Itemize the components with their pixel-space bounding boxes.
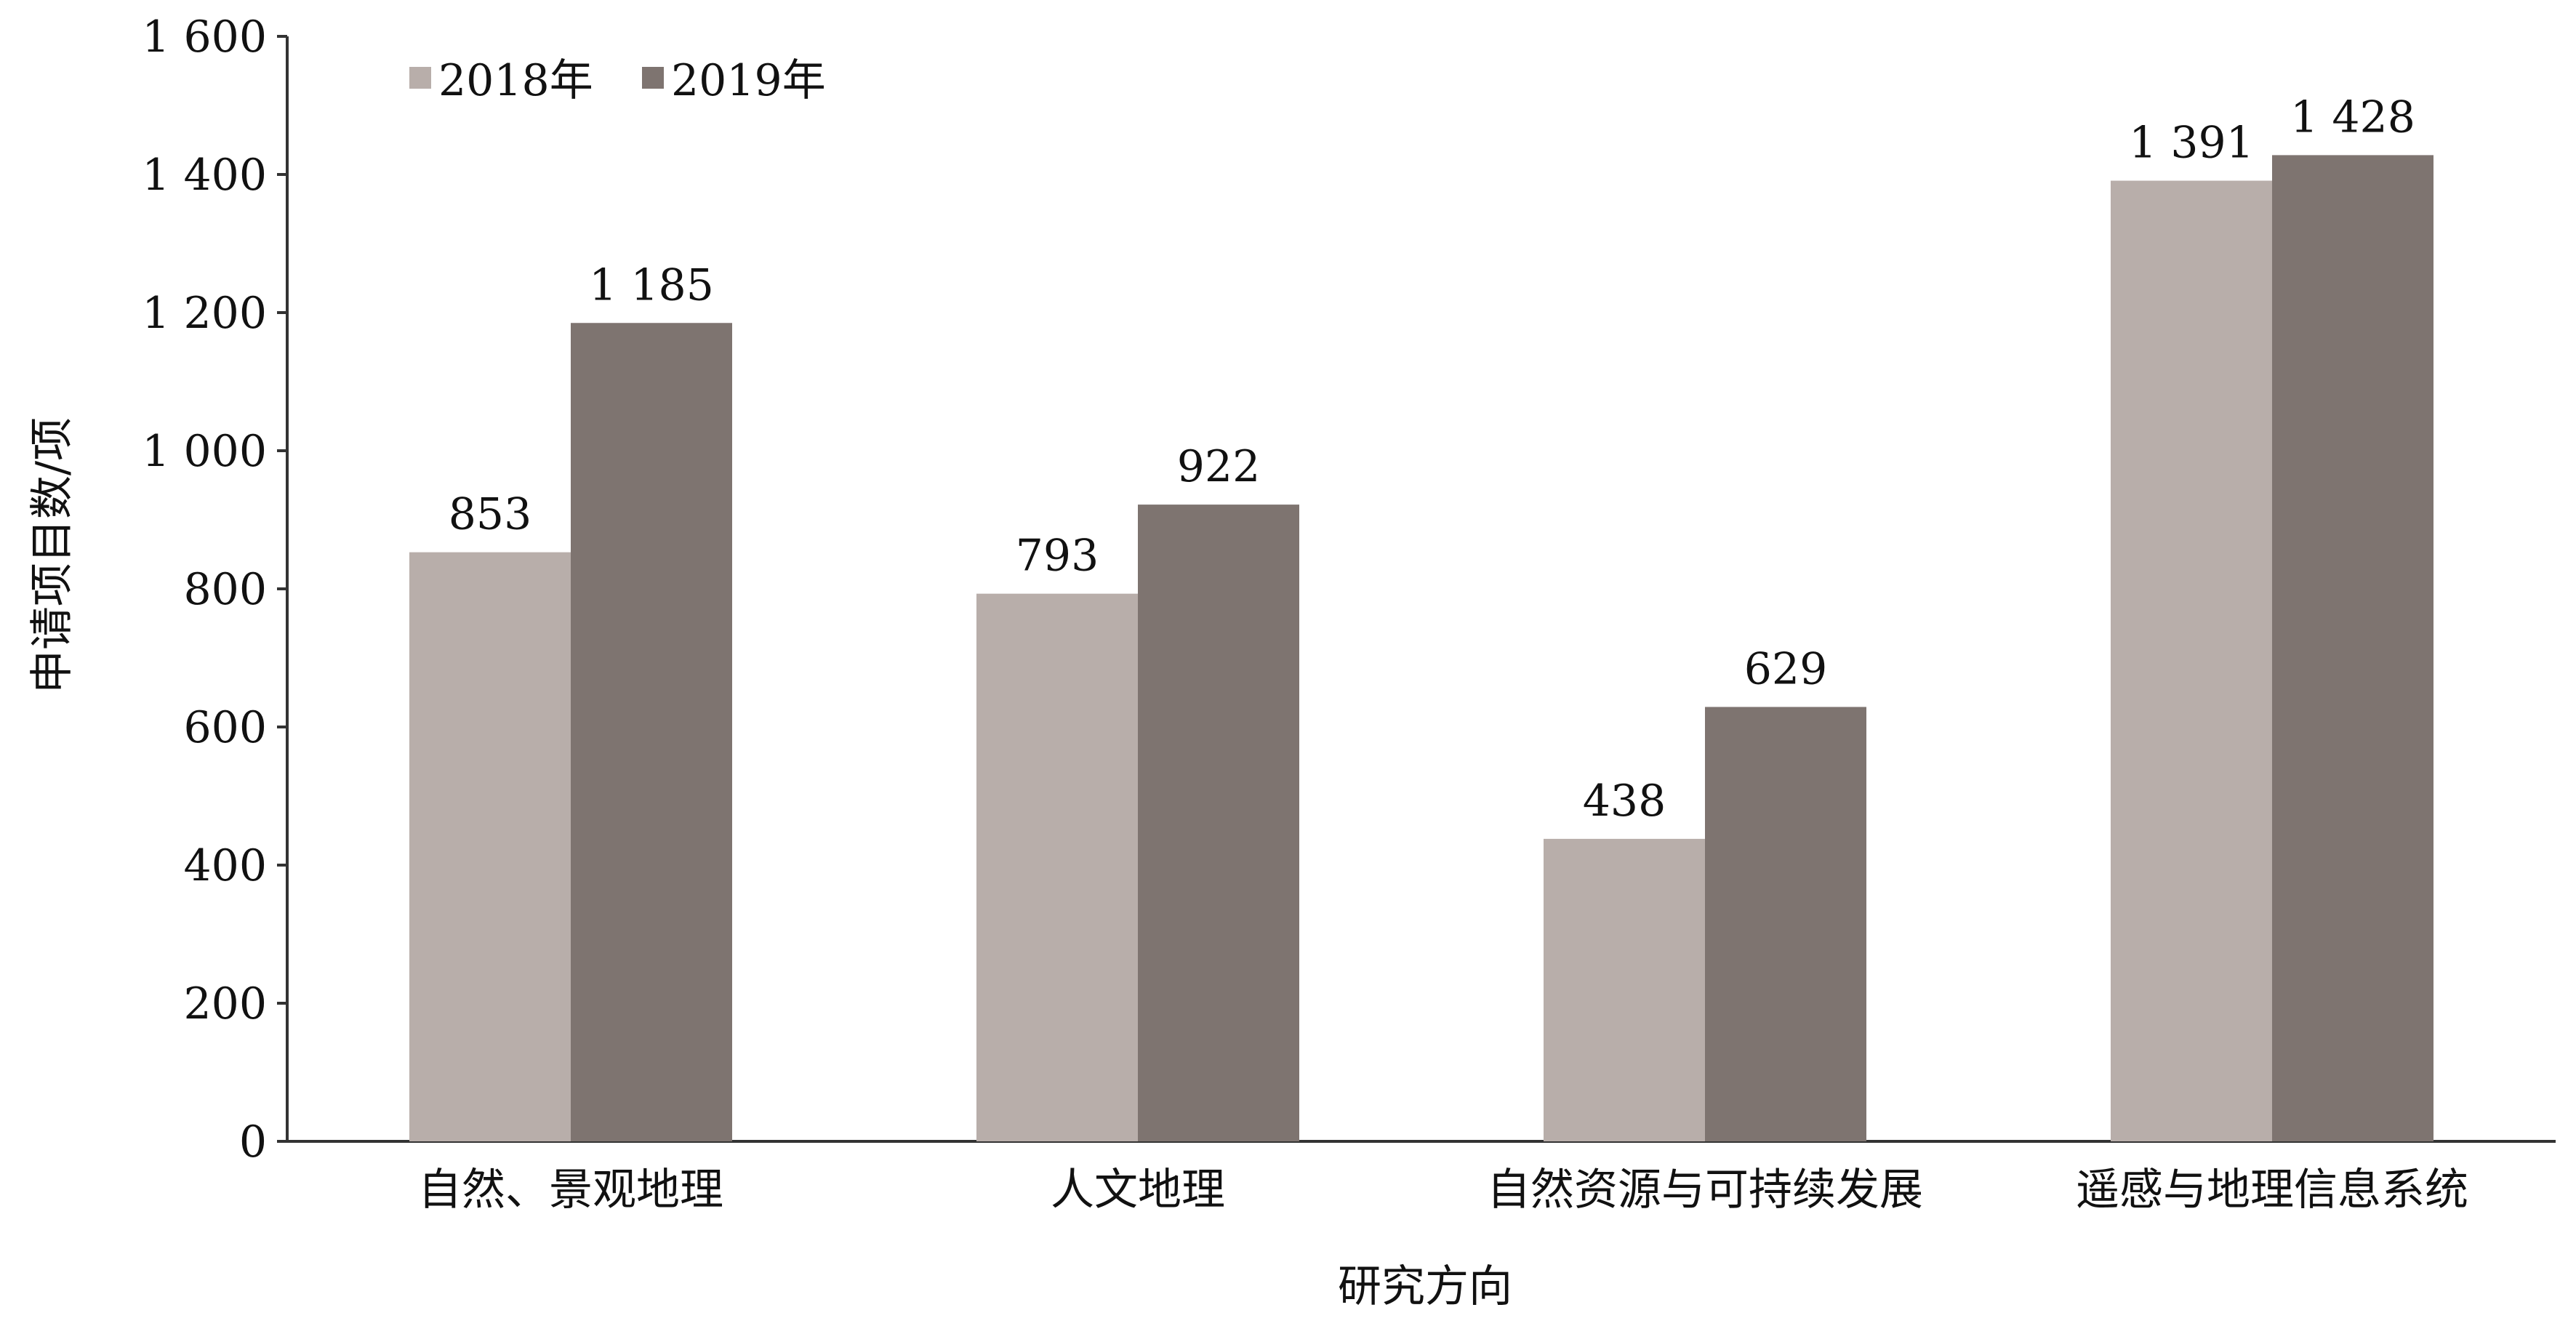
data-label: 853 (449, 489, 532, 540)
bar (1705, 707, 1866, 1141)
y-tick-label: 1 600 (142, 12, 267, 63)
y-tick-label: 200 (183, 979, 267, 1029)
data-labels: 853 1 185 793 922 438 629 1 391 1 428 (449, 92, 2415, 827)
data-label: 793 (1016, 531, 1099, 582)
y-tick-label: 1 000 (142, 426, 267, 477)
bars (409, 155, 2433, 1141)
x-category-label: 遥感与地理信息系统 (2076, 1165, 2468, 1215)
y-tick-label: 0 (239, 1117, 267, 1168)
x-category-label: 自然、景观地理 (418, 1165, 723, 1215)
bar (2272, 155, 2433, 1141)
bar (409, 552, 571, 1141)
bar (1544, 838, 1705, 1141)
bar (1138, 505, 1299, 1141)
data-label: 922 (1177, 441, 1261, 492)
bar (571, 323, 732, 1141)
y-axis: 0 200 400 600 800 1 000 1 200 1 400 1 600 (142, 12, 289, 1168)
y-tick-label: 1 200 (142, 288, 267, 339)
data-label: 1 428 (2290, 92, 2415, 142)
legend: 2018年 2019年 (409, 55, 826, 106)
data-label: 1 391 (2129, 118, 2254, 169)
legend-swatch (642, 67, 664, 89)
x-category-label: 自然资源与可持续发展 (1487, 1165, 1923, 1215)
y-tick-label: 600 (183, 702, 267, 753)
y-tick-label: 400 (183, 840, 267, 891)
data-label: 438 (1583, 776, 1666, 827)
bar (2111, 180, 2272, 1141)
legend-label: 2019年 (671, 55, 826, 106)
x-axis: 自然、景观地理 人文地理 自然资源与可持续发展 遥感与地理信息系统 (287, 1140, 2556, 1215)
y-tick-label: 800 (183, 564, 267, 615)
legend-swatch (409, 67, 431, 89)
x-axis-title: 研究方向 (1338, 1261, 1512, 1312)
legend-label: 2018年 (438, 55, 593, 106)
data-label: 1 185 (589, 260, 714, 310)
y-axis-title: 申请项目数/项 (27, 417, 78, 694)
x-category-label: 人文地理 (1051, 1165, 1225, 1215)
bar (976, 593, 1138, 1141)
y-tick-label: 1 400 (142, 150, 267, 201)
data-label: 629 (1744, 643, 1828, 694)
